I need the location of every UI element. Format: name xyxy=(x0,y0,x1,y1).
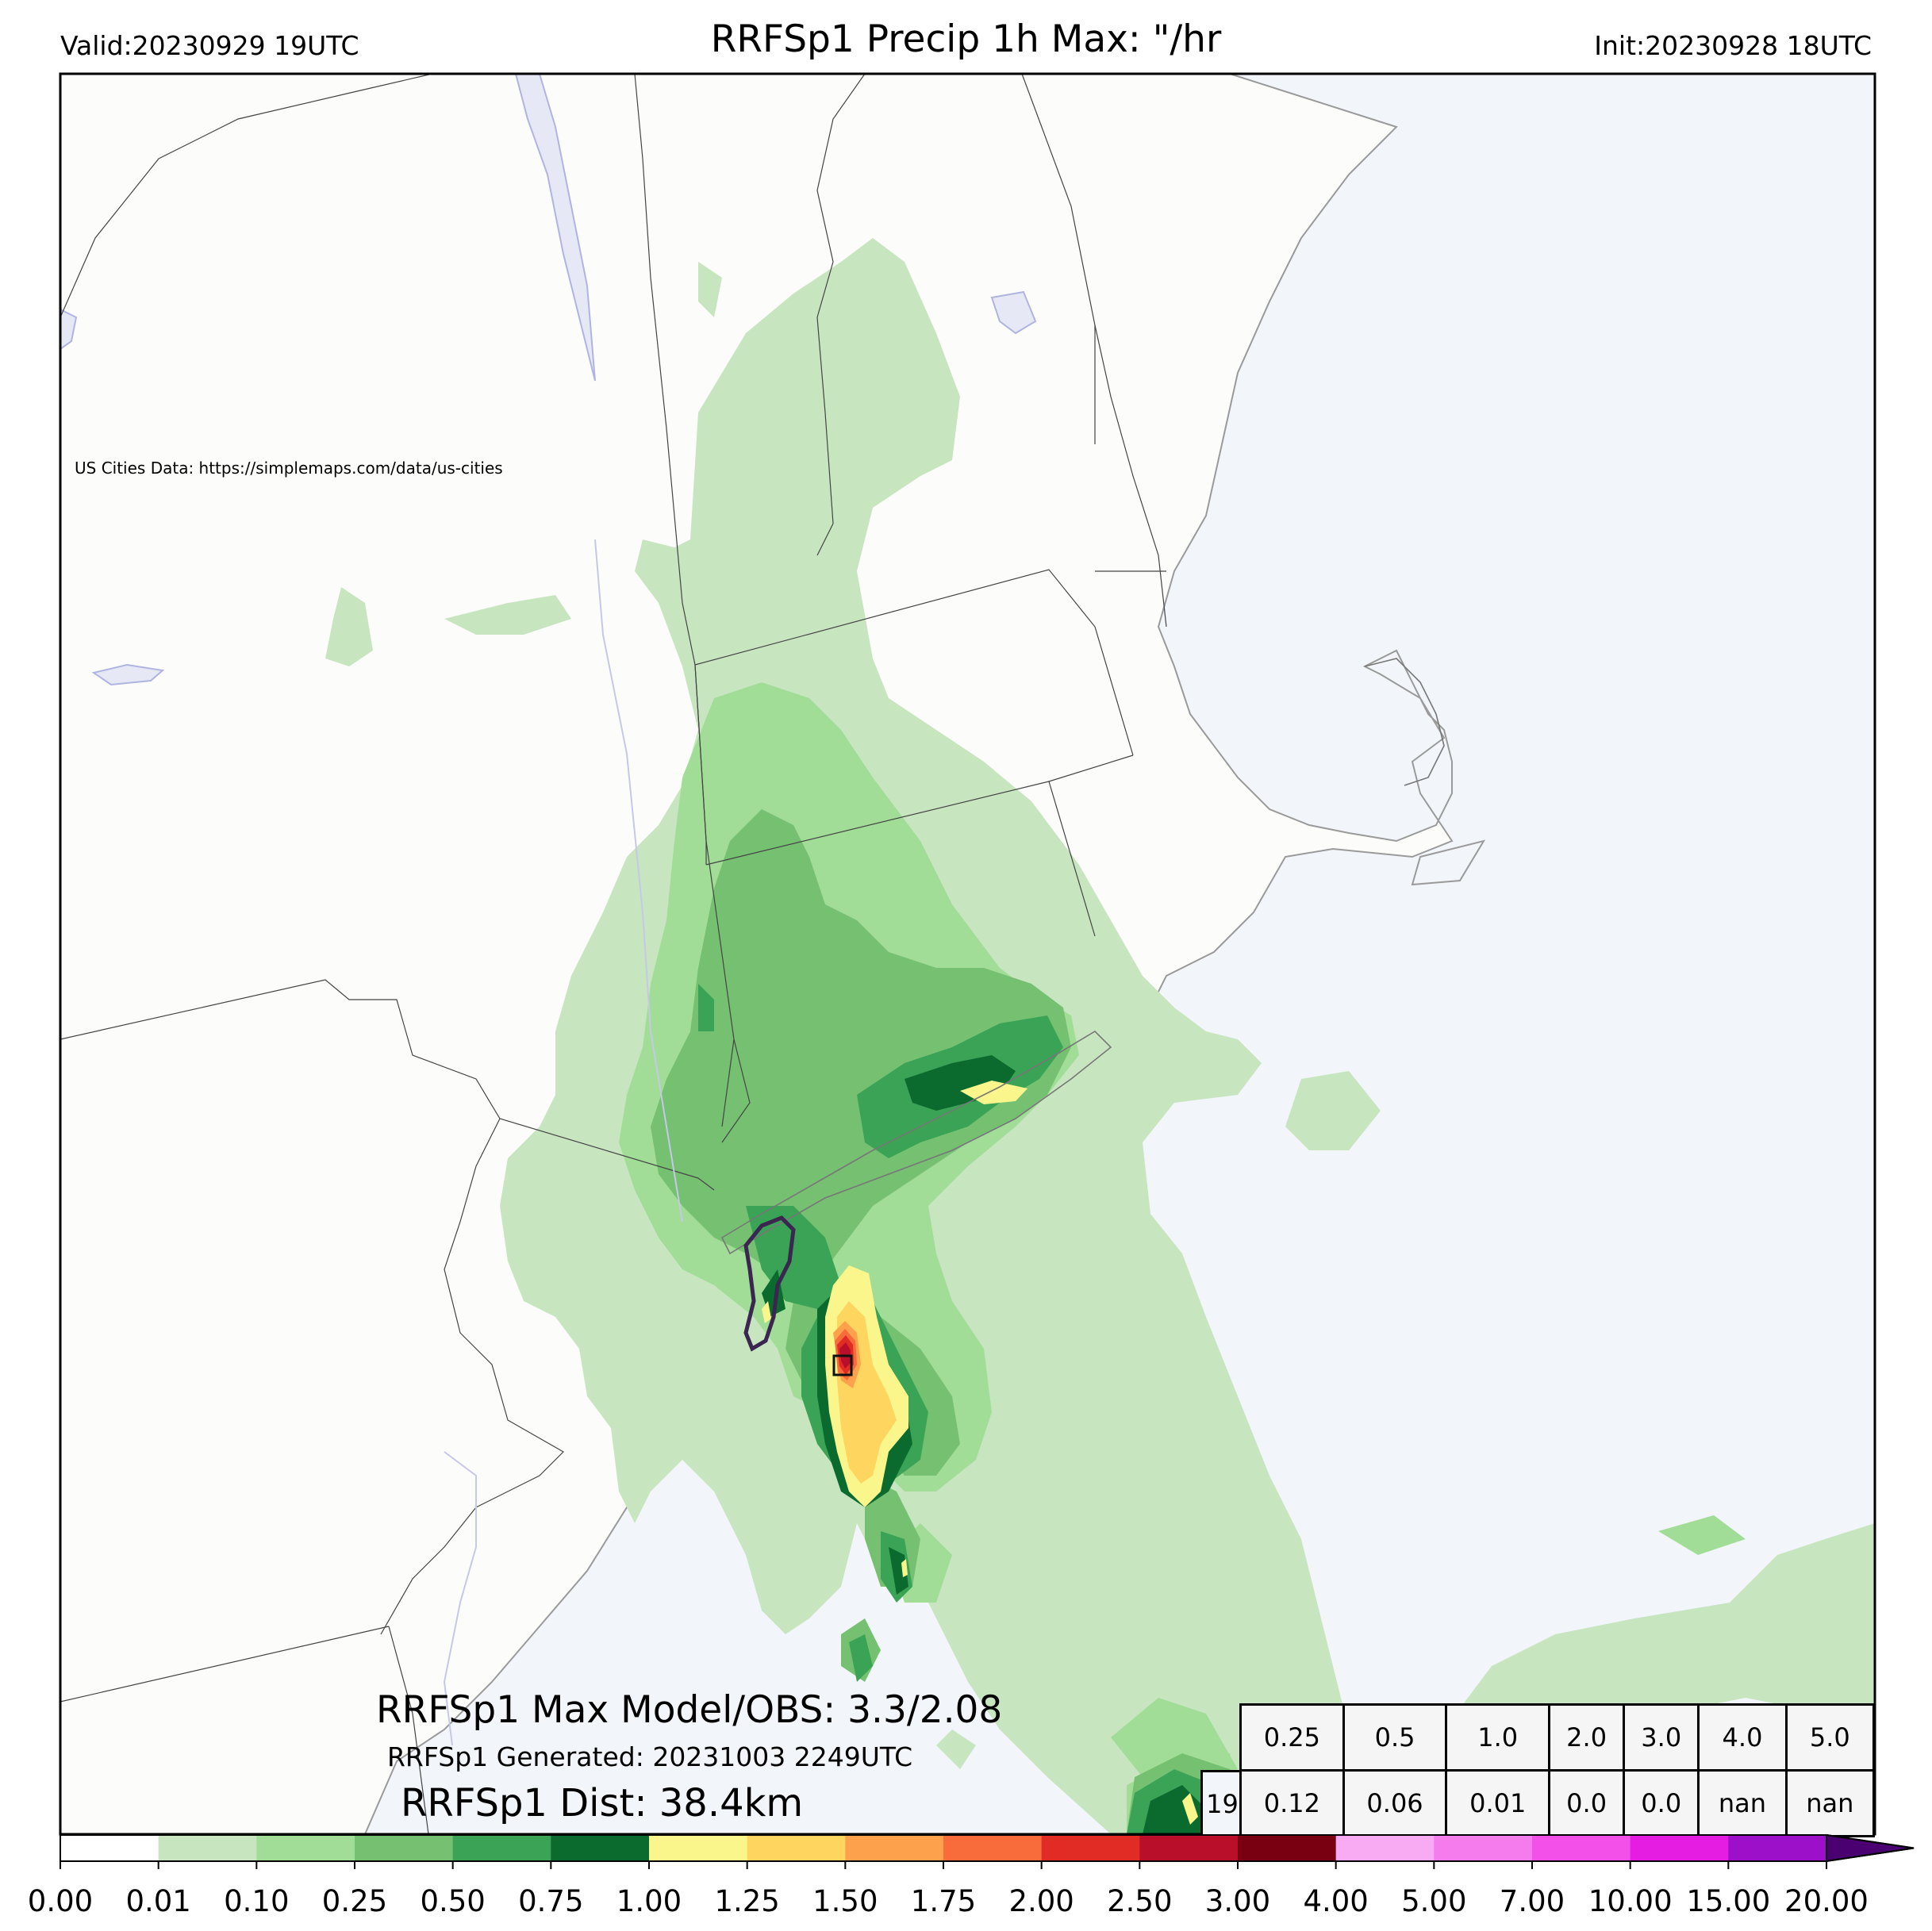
value-row: 0.12 0.06 0.01 0.0 0.0 nan nan xyxy=(1239,1769,1876,1837)
colorbar-segment xyxy=(1041,1835,1140,1861)
colorbar-tick-label: 1.25 xyxy=(714,1884,780,1918)
obs-contour xyxy=(743,1215,796,1352)
colorbar-segment xyxy=(943,1835,1043,1861)
threshold-cell: 3.0 xyxy=(1623,1703,1700,1772)
colorbar-tick-label: 1.75 xyxy=(910,1884,977,1918)
colorbar-segment xyxy=(452,1835,551,1861)
value-cell: 0.12 xyxy=(1239,1769,1345,1837)
lake xyxy=(91,663,165,686)
colorbar-tick-label: 0.01 xyxy=(125,1884,191,1918)
threshold-cell: 2.0 xyxy=(1548,1703,1626,1772)
precip-field xyxy=(325,238,1875,1834)
colorbar-tick-label: 3.00 xyxy=(1204,1884,1271,1918)
colorbar-segment xyxy=(747,1835,846,1861)
colorbar-segment xyxy=(60,1835,159,1861)
island xyxy=(1411,839,1486,886)
stats-table: 0.25 0.5 1.0 2.0 3.0 4.0 5.0 0.12 0.06 0… xyxy=(1239,1703,1876,1837)
colorbar-tick-label: 0.25 xyxy=(321,1884,388,1918)
colorbar-segment xyxy=(845,1835,944,1861)
value-cell: nan xyxy=(1784,1769,1876,1837)
colorbar-segment xyxy=(1139,1835,1239,1861)
colorbar-segment xyxy=(1238,1835,1337,1861)
state-borders xyxy=(60,74,1167,1834)
colorbar-tick-label: 2.00 xyxy=(1008,1884,1074,1918)
threshold-cell: 1.0 xyxy=(1445,1703,1551,1772)
colorbar-tick-label: 20.00 xyxy=(1784,1884,1869,1918)
colorbar-tick-label: 7.00 xyxy=(1499,1884,1565,1918)
colorbar-segment xyxy=(1728,1835,1827,1861)
colorbar-tick-label: 0.75 xyxy=(518,1884,584,1918)
colorbar-segment xyxy=(1434,1835,1533,1861)
colorbar-extend-arrow xyxy=(1826,1833,1915,1863)
colorbar-tick-label: 1.50 xyxy=(812,1884,878,1918)
colorbar-tick-label: 5.00 xyxy=(1401,1884,1467,1918)
threshold-cell: 5.0 xyxy=(1784,1703,1876,1772)
threshold-cell: 4.0 xyxy=(1697,1703,1788,1772)
colorbar-segment xyxy=(158,1835,257,1861)
colorbar-segment xyxy=(551,1835,650,1861)
colorbar-tick-label: 0.50 xyxy=(420,1884,486,1918)
lake xyxy=(990,290,1037,335)
value-cell: 0.0 xyxy=(1548,1769,1626,1837)
page-title: RRFSp1 Precip 1h Max: "/hr xyxy=(710,17,1222,61)
colorbar-outline xyxy=(60,1834,1915,1862)
lake-champlain xyxy=(514,74,596,382)
obs-max-box xyxy=(832,1354,853,1376)
colorbar-tick-label: 15.00 xyxy=(1686,1884,1771,1918)
colorbar-segment xyxy=(1335,1835,1435,1861)
threshold-cell: 0.5 xyxy=(1342,1703,1448,1772)
threshold-cell: 0.25 xyxy=(1239,1703,1345,1772)
data-credit: US Cities Data: https://simplemaps.com/d… xyxy=(75,459,503,478)
colorbar-segment xyxy=(355,1835,454,1861)
valid-time: Valid:20230929 19UTC xyxy=(60,30,359,61)
generated-time: RRFSp1 Generated: 20231003 2249UTC xyxy=(387,1741,913,1772)
colorbar-tick-label: 10.00 xyxy=(1588,1884,1673,1918)
lead-hour: 19 xyxy=(1200,1770,1242,1836)
colorbar-tick-label: 0.00 xyxy=(27,1884,94,1918)
cape-cod xyxy=(1364,658,1445,786)
colorbar-segment xyxy=(1630,1835,1729,1861)
colorbar-segment xyxy=(256,1835,355,1861)
long-island-coast xyxy=(720,1030,1112,1255)
colorbar-tick-label: 4.00 xyxy=(1303,1884,1369,1918)
value-cell: nan xyxy=(1697,1769,1788,1837)
rivers xyxy=(443,539,683,1746)
lake xyxy=(60,308,78,351)
colorbar-tick-label: 1.00 xyxy=(616,1884,682,1918)
max-model-obs: RRFSp1 Max Model/OBS: 3.3/2.08 xyxy=(376,1688,1003,1732)
threshold-row: 0.25 0.5 1.0 2.0 3.0 4.0 5.0 xyxy=(1239,1703,1876,1772)
colorbar-tick-label: 2.50 xyxy=(1107,1884,1173,1918)
init-time: Init:20230928 18UTC xyxy=(1594,30,1872,61)
colorbar-segment xyxy=(649,1835,748,1861)
distance: RRFSp1 Dist: 38.4km xyxy=(401,1781,804,1825)
colorbar-segment xyxy=(1532,1835,1631,1861)
colorbar-tick-label: 0.10 xyxy=(224,1884,290,1918)
